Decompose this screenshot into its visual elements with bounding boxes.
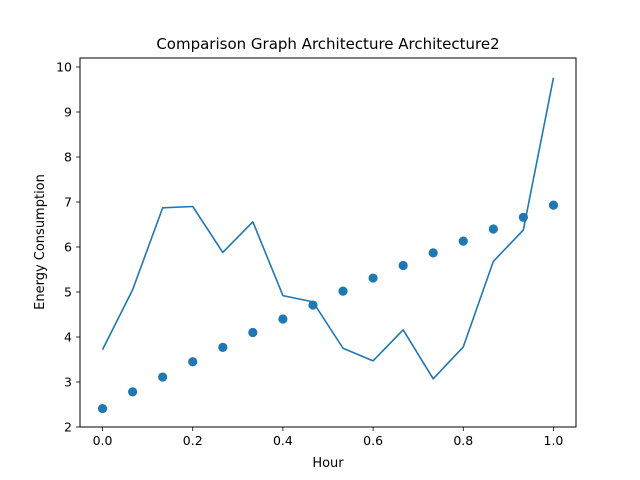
y-tick-label: 3 bbox=[64, 375, 72, 390]
x-tick-label: 0.2 bbox=[183, 433, 203, 448]
x-tick-label: 0.8 bbox=[453, 433, 473, 448]
scatter-point bbox=[218, 342, 228, 352]
x-tick-label: 0.4 bbox=[273, 433, 293, 448]
scatter-point bbox=[158, 372, 168, 382]
scatter-point bbox=[278, 314, 288, 324]
chart-title: Comparison Graph Architecture Architectu… bbox=[156, 35, 499, 53]
plot-area bbox=[97, 77, 559, 414]
y-tick-label: 6 bbox=[64, 240, 72, 255]
y-tick-label: 9 bbox=[64, 105, 72, 120]
scatter-point bbox=[458, 236, 468, 246]
axes-frame bbox=[79, 57, 577, 428]
y-tick-label: 7 bbox=[64, 195, 72, 210]
x-tick-label: 1.0 bbox=[544, 433, 564, 448]
y-tick-label: 8 bbox=[64, 150, 72, 165]
scatter-point bbox=[188, 357, 198, 367]
scatter-point bbox=[97, 403, 108, 414]
scatter-point bbox=[548, 200, 559, 210]
y-axis-label: Energy Consumption bbox=[33, 174, 48, 310]
series-line-0 bbox=[101, 77, 555, 380]
scatter-point bbox=[398, 260, 408, 271]
scatter-point bbox=[128, 387, 138, 397]
scatter-point bbox=[428, 248, 438, 258]
scatter-point bbox=[488, 224, 498, 234]
y-tick-label: 2 bbox=[64, 420, 72, 435]
y-tick-label: 5 bbox=[64, 285, 72, 300]
x-tick-label: 0.0 bbox=[93, 433, 113, 448]
scatter-point bbox=[308, 300, 318, 310]
scatter-point bbox=[248, 327, 258, 338]
scatter-point bbox=[368, 273, 378, 283]
y-tick-label: 10 bbox=[56, 60, 72, 75]
scatter-point bbox=[338, 286, 348, 296]
x-axis-label: Hour bbox=[312, 456, 344, 471]
x-tick-label: 0.6 bbox=[363, 433, 383, 448]
y-tick-label: 4 bbox=[64, 330, 72, 345]
scatter-point bbox=[518, 212, 528, 222]
